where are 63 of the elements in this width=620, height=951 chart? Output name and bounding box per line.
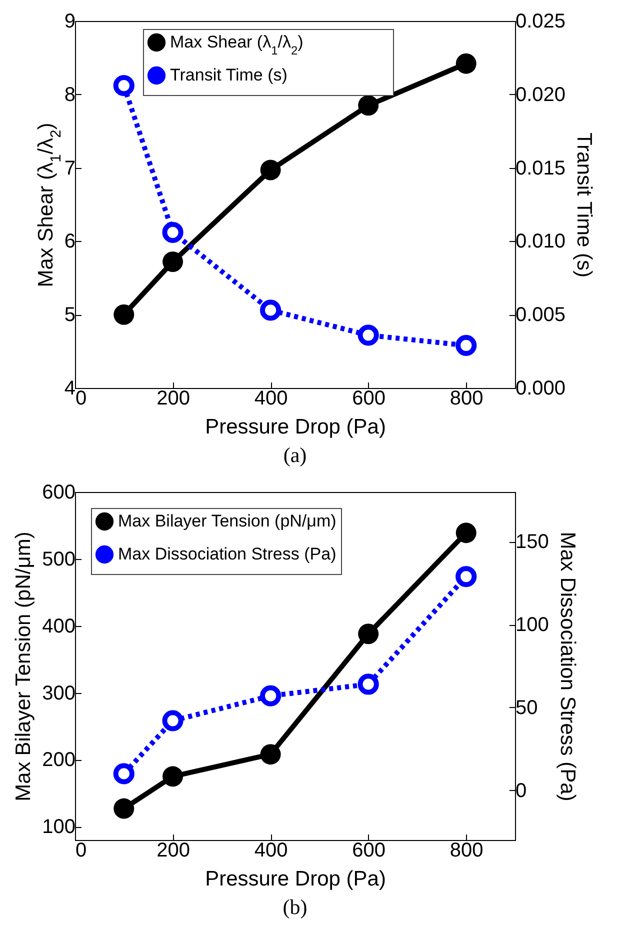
y-tick-label: 100 — [42, 816, 76, 838]
point — [113, 75, 134, 96]
x-tick-label: 0 — [76, 388, 87, 410]
y-tick-label: 200 — [42, 749, 76, 772]
x-tick-label: 400 — [254, 388, 288, 410]
point — [113, 763, 134, 784]
x-tick-label: 800 — [450, 840, 484, 862]
y2-tick-label: 0.025 — [516, 10, 566, 32]
y-tick-label: 500 — [42, 548, 76, 570]
y2-tick-label: 0.020 — [516, 84, 566, 106]
y2-tick-label: 0 — [516, 780, 527, 802]
text: (b) — [282, 895, 308, 919]
point — [162, 252, 184, 272]
point — [456, 566, 477, 588]
x-tick-label: 0 — [76, 840, 87, 862]
point — [260, 300, 282, 321]
y-tick-label: 8 — [64, 84, 76, 106]
x-axis-title: Pressure Drop (Pa) — [205, 416, 386, 438]
x-tick-label: 600 — [352, 388, 386, 410]
point — [358, 324, 379, 346]
legend-label: Transit Time (s) — [170, 66, 288, 84]
y-tick-label: 400 — [42, 615, 76, 638]
point — [456, 53, 476, 74]
x-tick-label: 200 — [156, 388, 190, 410]
y2-tick-label: 0.000 — [516, 378, 566, 400]
x-tick-label: 400 — [254, 840, 288, 862]
y-tick-label: 600 — [42, 482, 76, 504]
y2-axis-title: Max Dissociation Stress (Pa) — [556, 532, 579, 802]
x-axis-title: Pressure Drop (Pa) — [205, 868, 386, 890]
y2-tick-label: 50 — [516, 696, 538, 719]
point — [162, 766, 184, 787]
point — [456, 334, 477, 356]
point — [114, 798, 134, 819]
point — [358, 674, 379, 695]
y-tick-label: 6 — [64, 230, 76, 253]
y2-axis-title: Transit Time (s) — [572, 132, 596, 278]
point — [114, 304, 134, 325]
y-tick-label: 7 — [64, 157, 76, 180]
y2-tick-label: 0.015 — [516, 157, 566, 180]
text: (a) — [283, 443, 307, 467]
y-tick-label: 9 — [64, 10, 76, 32]
x-tick-label: 600 — [352, 840, 386, 862]
point — [260, 160, 281, 180]
point — [260, 744, 281, 765]
y-tick-label: 5 — [64, 304, 76, 326]
legend-label: Max Bilayer Tension (pN/μm) — [118, 512, 336, 530]
legend-label: Max Shear (λ$_{1}$/λ$_{2}$) — [170, 32, 304, 58]
y-axis-title: Max Bilayer Tension (pN/μm) — [12, 532, 36, 802]
point — [260, 685, 282, 706]
y2-tick-label: 100 — [516, 614, 549, 636]
point — [162, 222, 184, 243]
x-tick-label: 200 — [156, 840, 190, 862]
y-tick-label: 4 — [64, 378, 76, 400]
y2-tick-label: 150 — [516, 531, 549, 554]
y2-tick-label: 0.005 — [516, 304, 566, 326]
legend-label: Max Dissociation Stress (Pa) — [118, 544, 336, 564]
y2-tick-label: 0.010 — [516, 230, 566, 253]
point — [456, 522, 476, 544]
point — [162, 710, 184, 732]
point — [358, 624, 379, 644]
x-tick-label: 800 — [450, 388, 484, 410]
y-tick-label: 300 — [42, 682, 76, 704]
point — [358, 95, 379, 116]
